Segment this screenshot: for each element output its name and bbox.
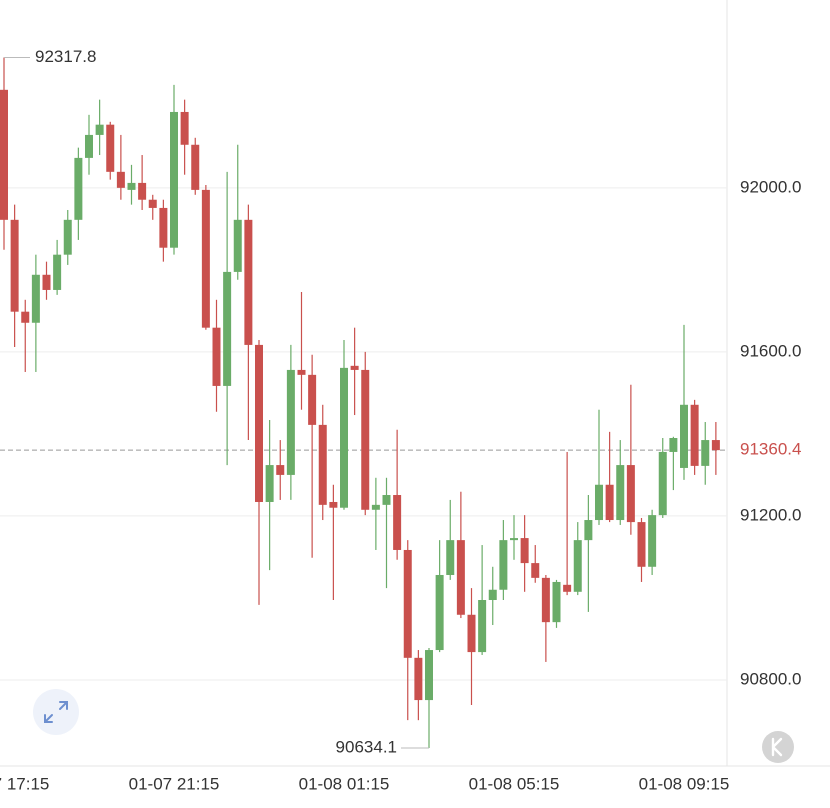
candle-body: [595, 484, 603, 521]
y-tick-label: 92000.0: [740, 177, 801, 196]
candle-body: [170, 111, 178, 248]
candle-body: [541, 577, 550, 623]
candle-body: [159, 207, 168, 248]
candle-body: [478, 600, 487, 653]
candle-body: [499, 540, 508, 590]
candle-body: [520, 538, 529, 564]
last-price-bg: [731, 438, 821, 463]
min-label: 90634.1: [336, 737, 397, 756]
candle-body: [63, 219, 72, 255]
expand-button-bg[interactable]: [33, 689, 79, 735]
candle-body: [31, 274, 40, 323]
candle-body: [308, 374, 317, 425]
candle-body: [340, 367, 348, 508]
candle-body: [690, 404, 699, 466]
candle-body: [425, 650, 433, 701]
x-tick-label: 01-08 01:15: [299, 774, 390, 793]
candle-body: [626, 465, 635, 523]
candle-body: [201, 189, 210, 328]
candle-body: [286, 369, 295, 475]
candle-body: [701, 440, 710, 466]
candle-body: [456, 540, 465, 615]
candle-body: [552, 581, 561, 623]
candle-body: [446, 540, 455, 575]
x-tick-label: 01-08 05:15: [469, 774, 560, 793]
candle-body: [212, 327, 221, 386]
candle-body: [488, 589, 497, 601]
candle-body: [244, 219, 253, 345]
candles: [0, 57, 720, 749]
candle-body: [361, 369, 370, 510]
candle-body: [584, 520, 593, 541]
candle-body: [10, 219, 19, 312]
candle-body: [180, 111, 189, 145]
candle-body: [637, 522, 646, 567]
candle-body: [53, 254, 62, 290]
candle-body: [106, 124, 115, 172]
candle-body: [21, 311, 30, 323]
candle-body: [680, 404, 688, 468]
candle-body: [669, 438, 678, 452]
candle-body: [531, 563, 540, 578]
candle-body: [648, 515, 657, 567]
candle-body: [414, 657, 423, 701]
candle-body: [435, 574, 444, 651]
x-tick-label: 01-08 09:15: [639, 774, 730, 793]
k-button[interactable]: [762, 731, 794, 763]
candle-body: [148, 199, 157, 208]
candle-body: [85, 134, 93, 158]
candle-body: [233, 219, 242, 272]
candle-body: [191, 144, 200, 190]
last-price-label: 91360.4: [740, 440, 801, 459]
expand-button[interactable]: [33, 689, 79, 735]
candle-body: [329, 501, 338, 508]
candle-body: [74, 157, 83, 220]
candle-body: [711, 440, 720, 451]
candle-body: [350, 365, 359, 370]
candle-body: [265, 465, 274, 502]
k-icon: [771, 737, 783, 757]
x-tick-label: 01-07 17:15: [0, 774, 49, 793]
candle-body: [42, 274, 51, 290]
max-label: 92317.8: [35, 47, 96, 66]
candle-body: [0, 89, 8, 220]
candle-body: [138, 182, 147, 200]
k-button-bg[interactable]: [762, 731, 794, 763]
candle-body: [573, 540, 582, 592]
candle-body: [616, 465, 625, 521]
candle-body: [116, 171, 125, 188]
candle-body: [127, 182, 136, 190]
candle-body: [393, 495, 402, 550]
candle-body: [223, 271, 232, 386]
candle-body: [467, 614, 476, 653]
candle-body: [255, 344, 263, 502]
candle-body: [658, 451, 667, 516]
candle-body: [95, 124, 104, 135]
y-tick-label: 90800.0: [740, 669, 801, 688]
candle-body: [605, 484, 614, 521]
expand-icon: [44, 701, 68, 723]
candle-body: [318, 424, 327, 505]
candle-body: [371, 504, 380, 510]
y-tick-label: 91600.0: [740, 341, 801, 360]
candle-body: [563, 584, 572, 592]
y-tick-label: 91200.0: [740, 505, 801, 524]
candle-body: [382, 495, 391, 505]
x-tick-label: 01-07 21:15: [129, 774, 220, 793]
candle-body: [403, 549, 412, 658]
labels: 92000.0 91600.0 91200.0 90800.0 01-07 17:15 0…: [0, 47, 821, 793]
candle-body: [510, 538, 518, 541]
candle-body: [297, 369, 306, 375]
candle-body: [276, 465, 285, 475]
